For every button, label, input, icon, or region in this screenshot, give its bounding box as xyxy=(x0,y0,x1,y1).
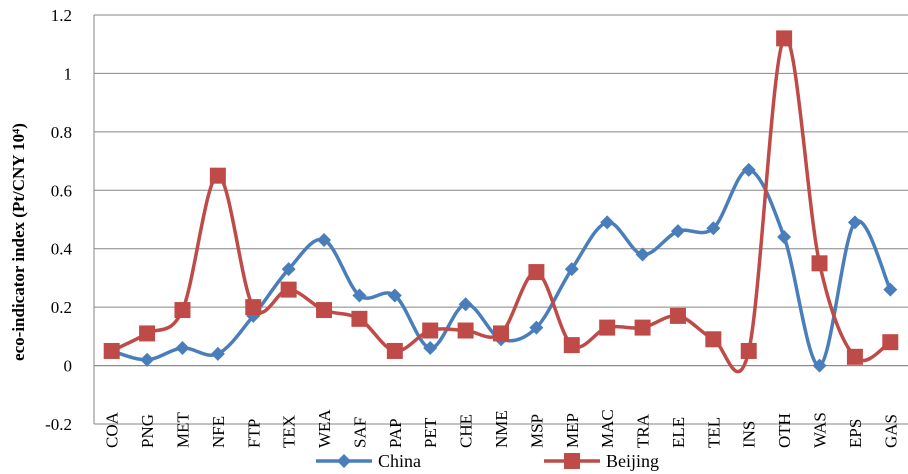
y-tick-label: -0.2 xyxy=(45,415,72,434)
data-point-beijing xyxy=(776,30,793,47)
data-point-beijing xyxy=(599,319,616,336)
data-point-beijing xyxy=(493,325,509,342)
x-tick-labels: COA PNG MET NFE FTP TEX WEA SAF PAP PET CHE NME MSP M… xyxy=(103,409,901,448)
data-point-beijing xyxy=(811,255,828,272)
y-tick-label: 0 xyxy=(64,357,73,376)
data-point-china xyxy=(670,224,685,239)
data-point-china xyxy=(281,262,296,277)
y-tick-label: 1 xyxy=(64,64,73,83)
data-point-beijing xyxy=(740,342,757,359)
y-tick-label: 0.6 xyxy=(51,181,72,200)
data-point-beijing xyxy=(386,342,403,359)
data-point-china xyxy=(317,232,332,247)
data-point-beijing xyxy=(245,299,262,316)
data-point-beijing xyxy=(316,302,333,319)
data-point-beijing xyxy=(669,307,686,324)
y-tick-label: 1.2 xyxy=(51,6,72,25)
data-point-beijing xyxy=(351,310,368,327)
x-tick-label: CHE xyxy=(457,414,476,448)
data-point-china xyxy=(352,288,367,303)
data-point-beijing xyxy=(103,342,120,359)
data-point-china xyxy=(883,282,898,297)
x-tick-label: OTH xyxy=(775,413,794,448)
gridlines xyxy=(94,14,908,425)
y-tick-labels: -0.2 0 0.2 0.4 0.6 0.8 1 1.2 xyxy=(45,6,72,434)
x-tick-label: FTP xyxy=(244,419,263,448)
x-tick-label: WAS xyxy=(811,412,830,448)
x-tick-label: TEX xyxy=(280,415,299,448)
x-tick-label: WEA xyxy=(315,409,334,448)
data-point-china xyxy=(175,341,190,356)
data-point-china xyxy=(140,352,155,367)
data-point-beijing xyxy=(563,337,580,354)
x-tick-label: GAS xyxy=(881,414,900,448)
x-tick-label: ELE xyxy=(669,417,688,448)
x-tick-label: NFE xyxy=(209,416,228,448)
data-point-china xyxy=(387,288,402,303)
x-tick-label: TRA xyxy=(634,413,653,448)
series-markers xyxy=(103,30,899,373)
legend: China Beijing xyxy=(316,451,659,471)
legend-marker-beijing xyxy=(564,453,580,469)
x-tick-label: MSP xyxy=(527,414,546,448)
data-point-china xyxy=(741,162,756,177)
data-point-beijing xyxy=(457,322,474,339)
axes xyxy=(93,15,908,424)
x-tick-label: PET xyxy=(421,417,440,448)
data-point-beijing xyxy=(174,302,191,319)
x-tick-label: SAF xyxy=(350,417,369,448)
data-point-china xyxy=(847,215,862,230)
data-point-china xyxy=(706,221,721,236)
data-point-china xyxy=(635,247,650,262)
x-tick-label: MEP xyxy=(563,413,582,448)
x-tick-label: INS xyxy=(740,421,759,448)
series-lines xyxy=(110,36,892,374)
data-point-beijing xyxy=(422,322,439,339)
data-point-beijing xyxy=(634,319,651,336)
data-point-china xyxy=(529,320,544,335)
legend-marker-china xyxy=(337,454,351,468)
x-tick-label: TEL xyxy=(704,417,723,448)
x-tick-label: COA xyxy=(103,411,122,448)
x-tick-label: NME xyxy=(492,410,511,448)
legend-label-china: China xyxy=(378,451,421,471)
y-tick-label: 0.2 xyxy=(51,298,72,317)
data-point-beijing xyxy=(209,167,226,184)
data-point-beijing xyxy=(528,264,545,281)
data-point-beijing xyxy=(139,325,156,342)
y-axis-label: eco-indicator index (Pt/CNY 10⁴) xyxy=(9,123,28,361)
data-point-beijing xyxy=(846,348,863,365)
data-point-china xyxy=(564,262,579,277)
legend-label-beijing: Beijing xyxy=(606,451,659,471)
y-tick-label: 0.8 xyxy=(51,123,72,142)
data-point-china xyxy=(600,215,615,230)
data-point-china xyxy=(458,297,473,312)
data-point-china xyxy=(812,358,827,373)
y-tick-label: 0.4 xyxy=(51,240,73,259)
data-point-beijing xyxy=(280,281,297,298)
x-tick-label: PAP xyxy=(386,418,405,448)
data-point-china xyxy=(423,341,438,356)
data-point-china xyxy=(777,230,792,245)
x-tick-label: MET xyxy=(173,412,192,449)
data-point-beijing xyxy=(705,331,722,348)
x-tick-label: PNG xyxy=(138,414,157,448)
data-point-china xyxy=(210,346,225,361)
data-point-beijing xyxy=(882,334,899,351)
x-tick-label: EPS xyxy=(846,419,865,448)
x-tick-label: MAC xyxy=(598,409,617,448)
